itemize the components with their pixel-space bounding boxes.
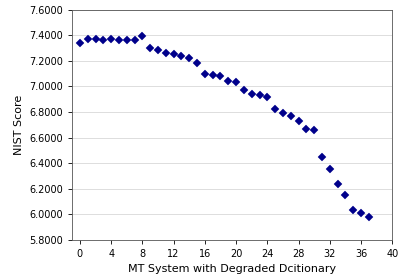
Y-axis label: NIST Score: NIST Score — [14, 95, 24, 155]
X-axis label: MT System with Degraded Dcitionary: MT System with Degraded Dcitionary — [128, 264, 336, 274]
